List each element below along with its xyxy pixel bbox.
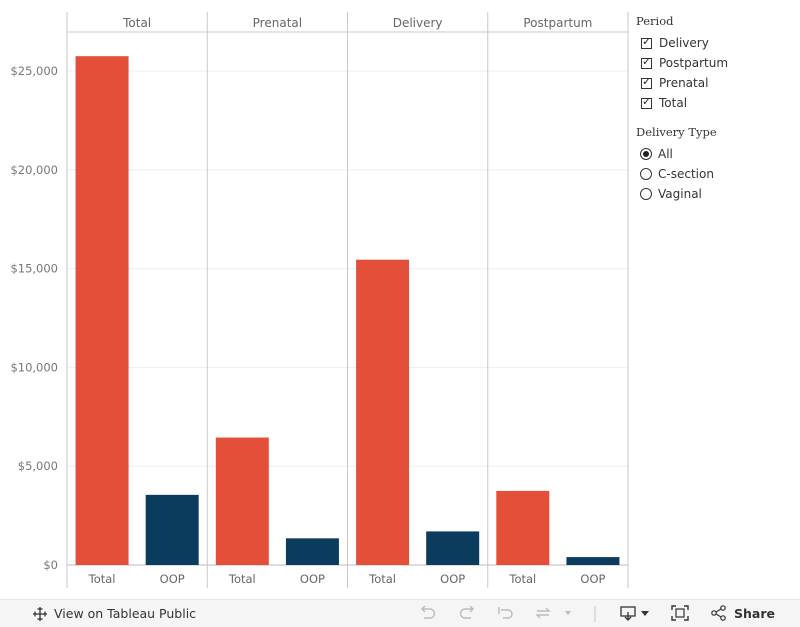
period-item-delivery[interactable]: Delivery (636, 33, 796, 53)
view-on-tableau-label: View on Tableau Public (54, 606, 197, 621)
bar-oop (426, 531, 480, 565)
panel-title: Total (122, 16, 151, 30)
checkbox-icon[interactable] (641, 55, 652, 69)
delivery-type-items: All C-section Vaginal (636, 144, 796, 204)
panel-title: Prenatal (253, 16, 302, 30)
bar-total (75, 56, 129, 566)
y-tick-label: $5,000 (18, 459, 58, 473)
y-tick-label: $10,000 (10, 360, 58, 374)
x-category-label: OOP (440, 572, 465, 586)
checkbox-icon[interactable] (641, 95, 652, 109)
share-icon (711, 605, 726, 621)
period-legend-title: Period (636, 14, 674, 28)
toolbar-divider (594, 606, 596, 622)
delivery-type-all[interactable]: All (636, 144, 796, 164)
x-category-label: Total (368, 572, 396, 586)
x-category-label: Total (508, 572, 536, 586)
delivery-type-legend-title: Delivery Type (636, 125, 717, 139)
x-category-label: Total (228, 572, 256, 586)
view-on-tableau-button[interactable]: View on Tableau Public (32, 606, 196, 622)
legend-panel: Period Delivery Postpartum Prenatal Tota… (636, 14, 796, 204)
period-item-label: Prenatal (659, 76, 709, 90)
panel-title: Postpartum (523, 16, 592, 30)
period-item-label: Postpartum (659, 56, 729, 70)
delivery-type-label: C-section (658, 167, 714, 181)
redo-icon[interactable] (458, 605, 476, 621)
radio-selected-icon[interactable] (640, 148, 652, 160)
x-category-label: OOP (300, 572, 325, 586)
delivery-type-label: Vaginal (658, 187, 702, 201)
bar-oop (566, 557, 620, 565)
radio-icon[interactable] (640, 188, 652, 200)
period-item-total[interactable]: Total (636, 93, 796, 113)
checkbox-icon[interactable] (641, 75, 652, 89)
period-legend-items: Delivery Postpartum Prenatal Total (636, 33, 796, 113)
bar-total (496, 490, 550, 565)
y-tick-label: $0 (43, 558, 58, 572)
panel-title: Delivery (393, 16, 443, 30)
revert-icon[interactable] (497, 605, 515, 621)
period-item-label: Delivery (659, 36, 709, 50)
delivery-type-c-section[interactable]: C-section (636, 164, 796, 184)
bar-oop (285, 538, 339, 565)
checkbox-icon[interactable] (641, 35, 652, 49)
share-label: Share (734, 605, 775, 621)
tableau-toolbar: View on Tableau Public Share (0, 599, 800, 627)
period-item-label: Total (659, 96, 688, 110)
refresh-icon[interactable] (535, 605, 571, 621)
y-tick-label: $20,000 (10, 163, 58, 177)
period-item-prenatal[interactable]: Prenatal (636, 73, 796, 93)
y-tick-label: $25,000 (10, 64, 58, 78)
tableau-logo-icon (33, 606, 47, 621)
x-category-label: OOP (580, 572, 605, 586)
radio-icon[interactable] (640, 168, 652, 180)
bar-total (215, 437, 269, 565)
bar-oop (145, 494, 199, 565)
x-category-label: OOP (160, 572, 185, 586)
share-button[interactable]: Share (710, 605, 775, 621)
fullscreen-icon[interactable] (671, 605, 689, 621)
x-category-label: Total (88, 572, 116, 586)
delivery-type-label: All (658, 147, 673, 161)
undo-icon[interactable] (419, 605, 437, 621)
delivery-type-vaginal[interactable]: Vaginal (636, 184, 796, 204)
download-icon[interactable] (620, 605, 652, 621)
bar-total (356, 259, 410, 565)
period-item-postpartum[interactable]: Postpartum (636, 53, 796, 73)
chart: $0 $5,000 $10,000 $15,000 $20,000 $25,000 Tota… (10, 12, 629, 588)
y-tick-label: $15,000 (10, 262, 58, 276)
